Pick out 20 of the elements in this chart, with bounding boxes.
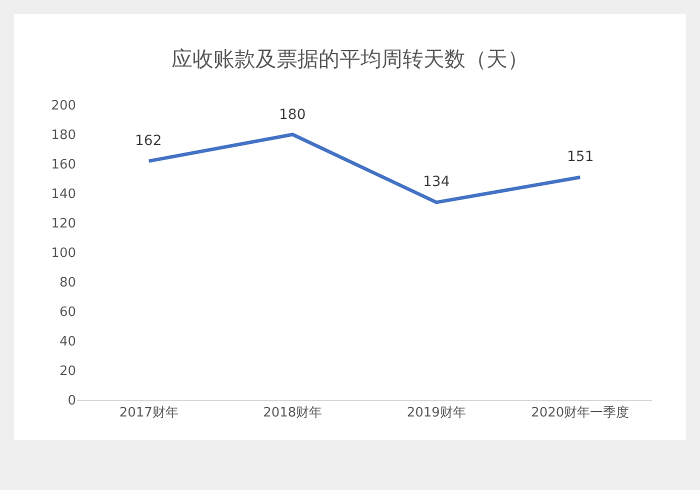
y-tick-label: 100 [51, 246, 76, 262]
data-label: 134 [423, 174, 450, 190]
y-tick-label: 80 [59, 276, 76, 291]
x-tick-label: 2017财年 [119, 406, 178, 421]
data-label: 162 [135, 133, 162, 149]
y-tick-label: 0 [68, 394, 76, 409]
data-label: 180 [279, 107, 306, 123]
y-tick-label: 40 [59, 334, 76, 350]
x-tick-label: 2019财年 [406, 406, 466, 421]
chart-title: 应收账款及票据的平均周转天数（天） [172, 47, 528, 72]
y-tick-label: 180 [51, 128, 76, 144]
x-tick-label: 2018财年 [263, 406, 322, 421]
y-tick-label: 160 [51, 158, 76, 173]
y-tick-label: 200 [51, 98, 76, 114]
y-tick-label: 120 [51, 216, 76, 232]
y-tick-label: 60 [59, 305, 76, 320]
y-tick-label: 20 [59, 364, 76, 380]
data-label: 151 [567, 149, 594, 165]
x-tick-label: 2020财年一季度 [531, 404, 630, 421]
y-tick-label: 140 [51, 187, 76, 202]
